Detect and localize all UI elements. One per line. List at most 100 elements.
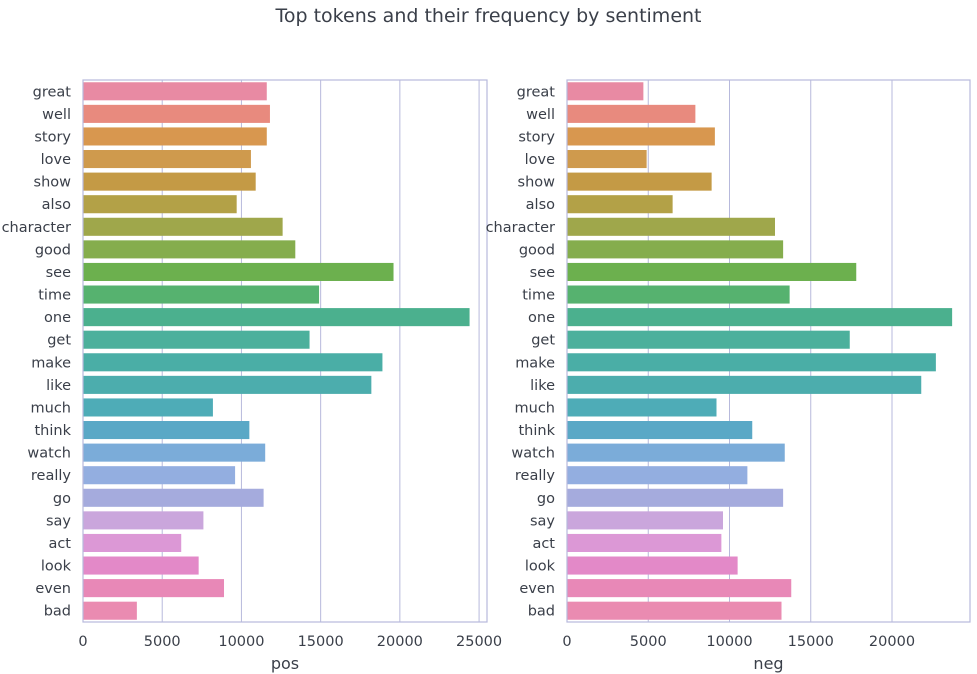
bar-make [83, 353, 383, 372]
y-tick-label: story [518, 129, 555, 145]
pos-panel: great well story love show also character good s… [2, 79, 502, 673]
bar-much [567, 398, 717, 417]
plot-frame [566, 79, 971, 623]
bar-time [567, 285, 790, 304]
bar-really [83, 466, 236, 485]
bar-much [83, 398, 213, 417]
bar-even [567, 579, 792, 598]
bar-look [567, 556, 738, 575]
y-tick-label: character [2, 220, 71, 236]
bar-watch [567, 443, 785, 462]
y-tick-label: love [41, 152, 71, 168]
y-tick-label: one [528, 310, 555, 326]
y-tick-label: really [515, 468, 556, 484]
bar-great [83, 82, 267, 101]
bar-like [567, 375, 922, 394]
y-tick-label: see [530, 265, 555, 281]
y-tick-label: well [42, 107, 71, 123]
y-tick-label: much [515, 400, 555, 416]
bar-good [567, 240, 784, 259]
bar-act [83, 533, 182, 552]
bar-really [567, 466, 748, 485]
y-tick-label: time [38, 288, 71, 304]
y-tick-label: see [46, 265, 71, 281]
y-tick-label: show [34, 175, 72, 191]
bar-show [83, 172, 256, 191]
y-tick-label: like [530, 378, 555, 394]
bar-great [567, 82, 644, 101]
y-tick-label: even [35, 581, 71, 597]
x-tick-label: 0 [562, 634, 571, 650]
x-tick-label: 15000 [788, 634, 834, 650]
x-tick-label: 10000 [218, 634, 264, 650]
bar-time [83, 285, 320, 304]
bar-character [83, 217, 283, 236]
plot-frame [82, 79, 488, 623]
x-axis-label: neg [753, 654, 783, 673]
y-tick-label: get [47, 333, 71, 349]
x-tick-label: 20000 [869, 634, 915, 650]
bar-love [83, 150, 251, 169]
y-tick-label: look [525, 559, 556, 575]
bar-act [567, 533, 722, 552]
bar-get [567, 330, 850, 349]
y-tick-label: go [537, 491, 555, 507]
y-tick-label: say [530, 513, 555, 529]
bar-show [567, 172, 712, 191]
y-tick-label: really [31, 468, 72, 484]
y-tick-label: act [48, 536, 71, 552]
chart-title: Top tokens and their frequency by sentim… [275, 5, 702, 27]
y-tick-label: think [35, 423, 72, 439]
x-tick-label: 5000 [630, 634, 667, 650]
bar-story [567, 127, 715, 146]
bar-say [83, 511, 204, 530]
bar-good [83, 240, 296, 259]
bar-look [83, 556, 199, 575]
y-tick-label: great [33, 84, 72, 100]
y-tick-label: make [515, 355, 555, 371]
y-tick-label: bad [528, 604, 555, 620]
bar-like [83, 375, 372, 394]
y-tick-label: even [519, 581, 555, 597]
bar-also [567, 195, 673, 214]
x-tick-label: 0 [78, 634, 87, 650]
bar-think [567, 421, 753, 440]
bar-also [83, 195, 237, 214]
bar-see [567, 262, 857, 281]
x-tick-label: 25000 [456, 634, 502, 650]
y-tick-label: look [41, 559, 72, 575]
x-tick-label: 20000 [377, 634, 423, 650]
y-tick-label: go [53, 491, 71, 507]
y-tick-label: also [42, 197, 71, 213]
y-tick-label: act [532, 536, 555, 552]
y-tick-label: watch [27, 446, 71, 462]
bar-love [567, 150, 647, 169]
y-tick-label: time [522, 288, 555, 304]
y-tick-label: one [44, 310, 71, 326]
y-tick-label: make [31, 355, 71, 371]
bar-watch [83, 443, 266, 462]
y-tick-label: good [519, 242, 555, 258]
y-tick-label: bad [44, 604, 71, 620]
y-tick-label: say [46, 513, 71, 529]
bar-bad [83, 601, 137, 620]
bar-bad [567, 601, 782, 620]
bar-say [567, 511, 723, 530]
y-tick-label: watch [511, 446, 555, 462]
x-tick-label: 10000 [706, 634, 752, 650]
bar-get [83, 330, 310, 349]
y-tick-label: character [486, 220, 555, 236]
x-axis-label: pos [271, 654, 299, 673]
x-tick-label: 5000 [144, 634, 181, 650]
bar-one [83, 308, 470, 327]
y-tick-label: love [525, 152, 555, 168]
bar-one [567, 308, 953, 327]
bar-make [567, 353, 936, 372]
bar-story [83, 127, 267, 146]
y-tick-label: good [35, 242, 71, 258]
bar-well [567, 104, 696, 123]
y-tick-label: think [519, 423, 556, 439]
bar-well [83, 104, 270, 123]
bar-see [83, 262, 394, 281]
